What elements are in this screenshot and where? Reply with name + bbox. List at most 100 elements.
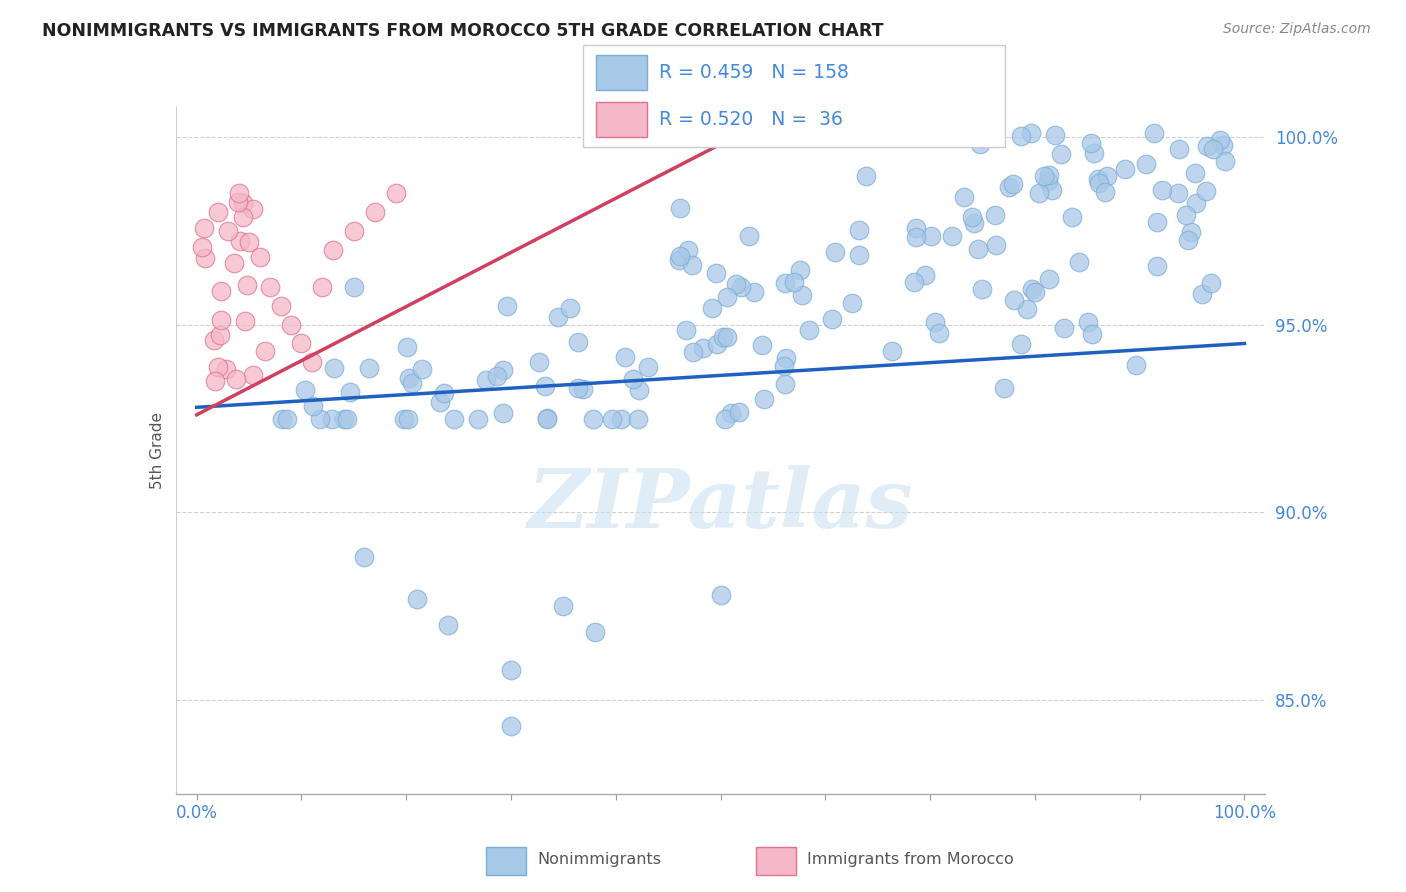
Point bbox=[290, 336, 312, 351]
Point bbox=[716, 329, 738, 343]
Point bbox=[904, 221, 927, 235]
Point bbox=[941, 228, 963, 243]
Point bbox=[1019, 126, 1042, 140]
Point bbox=[229, 234, 252, 248]
Point bbox=[704, 266, 727, 280]
Point bbox=[1010, 337, 1032, 351]
Point bbox=[475, 373, 498, 387]
Point bbox=[194, 251, 217, 265]
Point bbox=[301, 355, 323, 369]
Point bbox=[924, 315, 946, 329]
Point bbox=[485, 369, 508, 384]
Point bbox=[1185, 196, 1208, 211]
Point bbox=[392, 411, 415, 425]
Point bbox=[211, 284, 233, 298]
Point bbox=[321, 411, 343, 425]
Point bbox=[401, 376, 423, 390]
Bar bbox=[596, 102, 647, 137]
Point bbox=[1080, 136, 1102, 150]
Point bbox=[311, 280, 333, 294]
Point bbox=[232, 210, 254, 224]
Point bbox=[970, 131, 993, 145]
Point bbox=[1146, 259, 1168, 273]
Point bbox=[1195, 138, 1218, 153]
Point bbox=[730, 280, 752, 294]
Point bbox=[1002, 293, 1025, 308]
Point bbox=[207, 205, 229, 219]
Point bbox=[1125, 358, 1147, 372]
Point bbox=[1077, 314, 1099, 328]
Point bbox=[920, 229, 942, 244]
Point bbox=[1180, 226, 1202, 240]
Text: ZIPatlas: ZIPatlas bbox=[527, 466, 914, 545]
Point bbox=[628, 383, 651, 397]
Point bbox=[637, 359, 659, 374]
Point bbox=[1087, 171, 1109, 186]
Bar bbox=[596, 55, 647, 90]
Point bbox=[1040, 183, 1063, 197]
Point bbox=[259, 280, 281, 294]
Point bbox=[993, 381, 1015, 395]
Point bbox=[1212, 138, 1234, 153]
Point bbox=[1114, 162, 1136, 177]
Point bbox=[960, 211, 983, 225]
Text: NONIMMIGRANTS VS IMMIGRANTS FROM MOROCCO 5TH GRADE CORRELATION CHART: NONIMMIGRANTS VS IMMIGRANTS FROM MOROCCO… bbox=[42, 22, 884, 40]
Point bbox=[953, 190, 976, 204]
Point bbox=[855, 169, 877, 183]
Point bbox=[270, 411, 292, 425]
Point bbox=[751, 337, 773, 351]
Point bbox=[536, 411, 558, 425]
Text: Immigrants from Morocco: Immigrants from Morocco bbox=[807, 853, 1014, 867]
Point bbox=[583, 625, 606, 640]
Point bbox=[215, 361, 238, 376]
Point bbox=[1083, 145, 1105, 160]
Point bbox=[1080, 327, 1102, 342]
Point bbox=[238, 235, 260, 249]
Text: R = 0.459   N = 158: R = 0.459 N = 158 bbox=[659, 62, 849, 82]
Point bbox=[567, 335, 589, 350]
Point bbox=[675, 323, 697, 337]
Point bbox=[323, 360, 346, 375]
Point bbox=[928, 326, 950, 340]
Point bbox=[1209, 133, 1232, 147]
Point bbox=[963, 216, 986, 230]
Point bbox=[702, 301, 724, 315]
Point bbox=[209, 327, 232, 342]
Point bbox=[270, 299, 292, 313]
Point bbox=[903, 275, 925, 289]
Point bbox=[547, 310, 569, 324]
Point bbox=[242, 202, 264, 216]
Point bbox=[841, 295, 863, 310]
Point bbox=[437, 618, 460, 632]
Point bbox=[773, 376, 796, 391]
Point bbox=[904, 229, 927, 244]
Point bbox=[880, 343, 903, 358]
Point bbox=[222, 256, 245, 270]
Text: R = 0.520   N =  36: R = 0.520 N = 36 bbox=[659, 110, 844, 129]
Point bbox=[1021, 282, 1043, 296]
Point bbox=[1167, 142, 1189, 156]
Point bbox=[242, 368, 264, 382]
Point bbox=[339, 384, 361, 399]
Point bbox=[1094, 185, 1116, 199]
Point bbox=[789, 262, 811, 277]
Point bbox=[1174, 208, 1197, 222]
Point bbox=[302, 399, 325, 413]
Point bbox=[226, 194, 249, 209]
Point bbox=[567, 381, 589, 395]
Point bbox=[467, 411, 489, 425]
Point bbox=[972, 282, 994, 296]
Point bbox=[692, 341, 714, 355]
Point bbox=[676, 244, 699, 258]
Point bbox=[1010, 129, 1032, 144]
Point bbox=[728, 404, 751, 418]
Point bbox=[395, 340, 418, 354]
Point bbox=[553, 599, 575, 614]
Point bbox=[967, 242, 990, 256]
Point bbox=[1143, 126, 1166, 140]
Point bbox=[1045, 128, 1067, 142]
Point bbox=[236, 278, 259, 293]
Point bbox=[429, 395, 451, 409]
Point bbox=[384, 186, 406, 201]
Point bbox=[209, 313, 232, 327]
